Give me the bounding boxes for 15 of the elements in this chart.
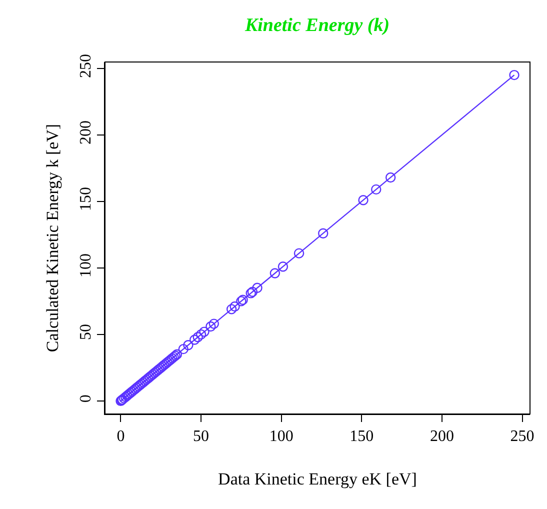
y-tick-label: 200 — [78, 120, 95, 144]
x-tick-label: 100 — [269, 428, 294, 446]
x-tick-label: 250 — [510, 428, 534, 446]
chart-title: Kinetic Energy (k) — [244, 15, 390, 36]
x-tick-label: 0 — [116, 428, 125, 446]
y-tick-label: 250 — [78, 54, 95, 78]
y-tick-label: 150 — [78, 187, 95, 212]
y-axis-title: Calculated Kinetic Energy k [eV] — [43, 124, 62, 352]
x-tick-label: 200 — [430, 428, 454, 446]
x-axis-title: Data Kinetic Energy eK [eV] — [218, 470, 417, 489]
x-tick-label: 50 — [193, 428, 210, 446]
y-tick-label: 0 — [78, 394, 95, 403]
y-tick-label: 50 — [78, 324, 95, 340]
x-tick-label: 150 — [350, 428, 374, 446]
y-tick-label: 100 — [78, 254, 95, 278]
